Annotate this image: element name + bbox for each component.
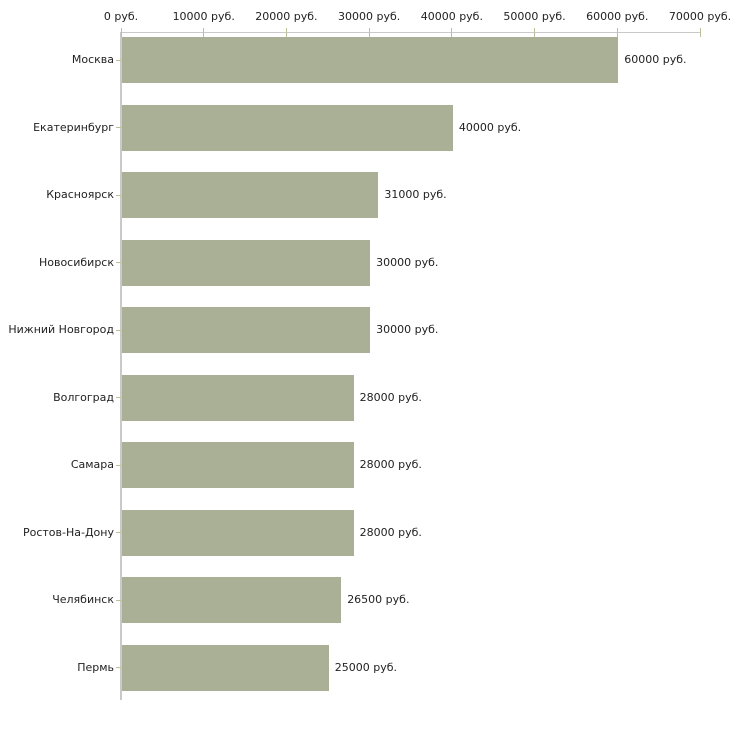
x-axis-tick-label: 50000 руб.: [503, 10, 566, 23]
bar: [122, 509, 354, 556]
bar: [122, 104, 453, 151]
bar: [122, 577, 342, 623]
bar-value-label: 25000 руб.: [334, 660, 398, 674]
bar-value-label: 30000 руб.: [376, 323, 439, 336]
x-axis-tick-label: 20000 руб.: [255, 10, 318, 23]
x-axis-tick: [285, 28, 287, 37]
x-axis-line: [121, 32, 700, 33]
bar: [122, 37, 619, 83]
bar-value-label: 31000 руб.: [384, 188, 447, 201]
y-axis-category-tick: [116, 194, 121, 196]
x-axis-tick: [616, 28, 618, 37]
y-axis-category-tick: [116, 667, 121, 668]
x-axis-tick-label: 30000 руб.: [338, 10, 401, 23]
x-axis-tick: [699, 28, 701, 37]
bar: [122, 374, 354, 421]
category-label: Самара: [70, 458, 114, 471]
category-label: Москва: [71, 53, 114, 66]
y-axis-category-tick: [116, 329, 121, 331]
x-axis-tick: [203, 28, 205, 37]
bar: [122, 239, 371, 286]
x-axis-tick: [368, 28, 370, 37]
bar-value-label: 28000 руб.: [359, 390, 422, 404]
x-axis-tick: [451, 28, 453, 37]
category-label: Пермь: [77, 660, 114, 674]
x-axis-tick-label: 10000 руб.: [172, 10, 235, 23]
x-axis-tick-label: 70000 руб.: [668, 10, 730, 23]
x-axis-tick: [534, 28, 536, 37]
bar-value-label: 30000 руб.: [376, 255, 439, 269]
y-axis-category-tick: [116, 464, 121, 466]
y-axis-category-tick: [116, 59, 121, 61]
bar-value-label: 28000 руб.: [359, 525, 422, 539]
y-axis-line: [120, 32, 122, 700]
bar-value-label: 26500 руб.: [347, 593, 410, 606]
bar: [122, 307, 371, 353]
category-label: Новосибирск: [38, 255, 114, 269]
bar-value-label: 40000 руб.: [458, 120, 522, 134]
bar-value-label: 60000 руб.: [624, 53, 687, 66]
category-label: Нижний Новгород: [8, 323, 114, 336]
y-axis-category-tick: [116, 532, 121, 533]
category-label: Екатеринбург: [33, 120, 114, 134]
x-axis-tick: [120, 28, 122, 37]
category-label: Ростов-На-Дону: [22, 525, 114, 539]
category-label: Волгоград: [53, 390, 114, 404]
bar: [122, 172, 379, 218]
bar: [122, 644, 329, 691]
x-axis-tick-label: 40000 руб.: [420, 10, 483, 23]
y-axis-category-tick: [116, 599, 121, 601]
x-axis-tick-label: 0 руб.: [103, 10, 139, 23]
category-label: Челябинск: [52, 593, 114, 606]
y-axis-category-tick: [116, 397, 121, 398]
category-label: Красноярск: [46, 188, 114, 201]
x-axis-tick-label: 60000 руб.: [586, 10, 649, 23]
bar: [122, 442, 354, 488]
y-axis-category-tick: [116, 127, 121, 128]
bar-value-label: 28000 руб.: [359, 458, 422, 471]
y-axis-category-tick: [116, 262, 121, 263]
